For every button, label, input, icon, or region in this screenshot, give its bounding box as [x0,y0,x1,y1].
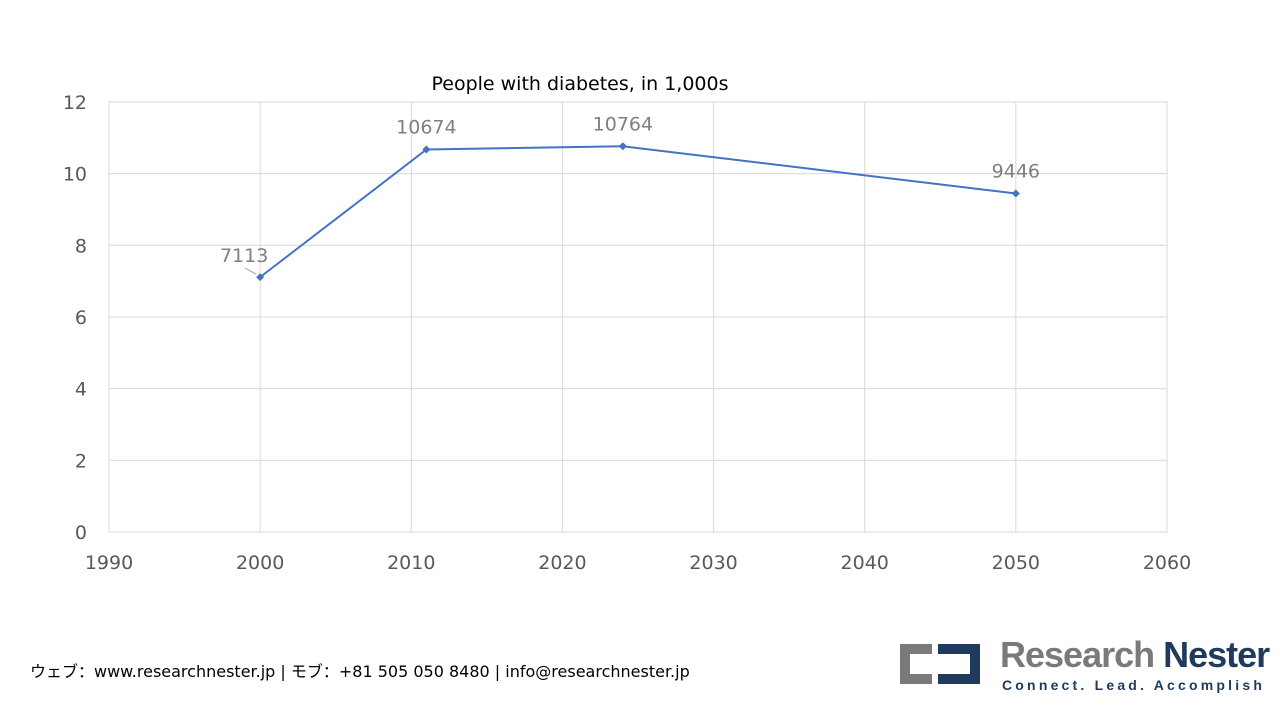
research-nester-logo: Research Nester Connect. Lead. Accomplis… [890,630,1275,696]
y-tick-label: 10 [63,164,87,186]
logo-mark-icon [900,644,980,684]
data-label: 7113 [220,245,268,267]
data-label: 10764 [593,113,653,135]
x-tick-label: 2060 [1143,552,1191,574]
x-tick-label: 1990 [85,552,133,574]
series-line [259,145,1016,278]
data-label-leader [244,267,257,275]
data-point [422,145,431,154]
logo-wordmark: Research Nester [1000,634,1270,676]
y-tick-label: 6 [75,307,87,329]
y-tick-label: 4 [75,379,87,401]
contact-footer: ウェブ：www.researchnester.jp | モブ：+81 505 0… [30,662,690,681]
data-label: 9446 [992,161,1040,183]
chart-title: People with diabetes, in 1,000s [431,73,728,95]
x-tick-label: 2010 [387,552,435,574]
logo-research-text: Research [1000,634,1155,675]
x-tick-label: 2040 [841,552,889,574]
y-tick-label: 12 [63,92,87,114]
y-tick-label: 0 [75,522,87,544]
data-point [256,273,265,282]
data-point [1011,189,1020,198]
logo-nester-text: Nester [1163,634,1270,675]
chart: People with diabetes, in 1,000s 0 2 4 6 8 10 1… [63,73,1191,574]
data-label: 10674 [396,117,456,139]
y-tick-label: 2 [75,450,87,472]
y-tick-label: 8 [75,235,87,257]
logo-tagline: Connect. Lead. Accomplish [1002,677,1266,693]
x-tick-label: 2050 [992,552,1040,574]
x-tick-label: 2030 [689,552,737,574]
x-tick-label: 2020 [538,552,586,574]
data-point [618,142,627,151]
x-tick-label: 2000 [236,552,284,574]
